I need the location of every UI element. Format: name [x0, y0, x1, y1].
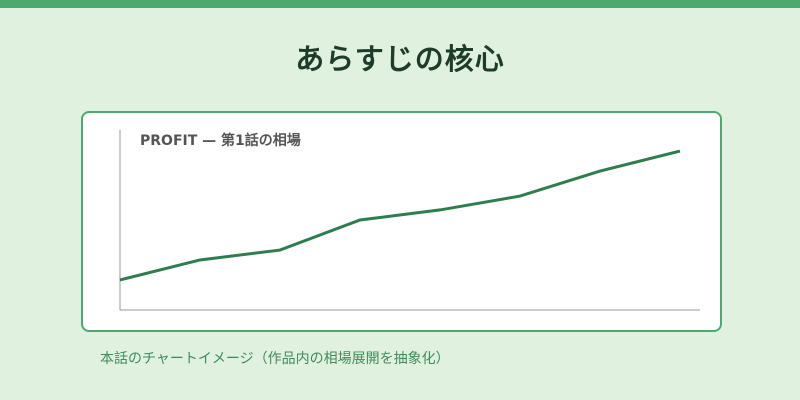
page-title: あらすじの核心	[295, 42, 505, 76]
chart-title: PROFIT — 第1話の相場	[140, 132, 301, 149]
chart-caption: 本話のチャートイメージ（作品内の相場展開を抽象化）	[100, 351, 450, 367]
top-accent-bar	[0, 0, 800, 8]
chart-card	[81, 111, 722, 332]
series-line	[119, 149, 681, 282]
